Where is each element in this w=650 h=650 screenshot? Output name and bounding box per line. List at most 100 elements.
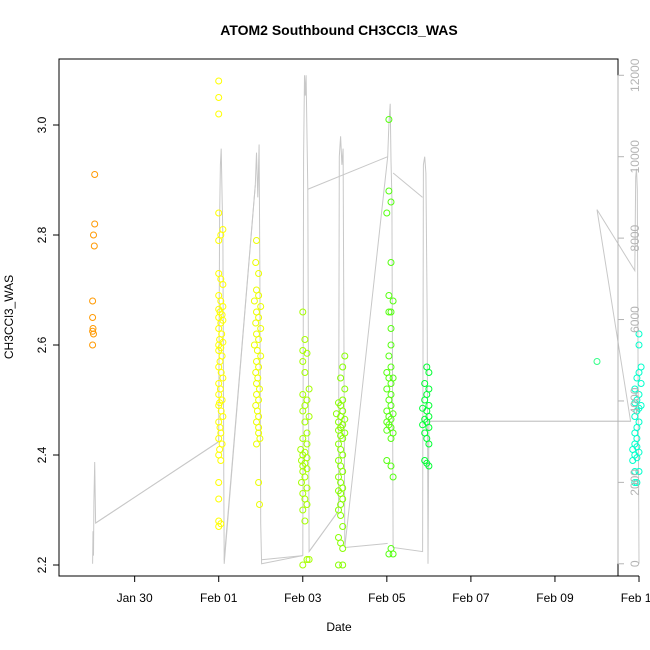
data-point (253, 347, 261, 354)
data-point (631, 479, 639, 486)
data-point (421, 396, 429, 404)
data-point (215, 495, 223, 503)
data-point (299, 391, 307, 398)
data-point (255, 479, 263, 486)
data-point (215, 209, 223, 217)
series-feb-06 (419, 363, 433, 470)
altitude-connector (223, 185, 256, 560)
data-point (215, 347, 223, 354)
data-point (425, 369, 433, 376)
data-point (631, 385, 639, 393)
data-point (637, 380, 645, 387)
series-feb-10 (593, 358, 601, 365)
data-point (255, 336, 263, 343)
data-point (387, 363, 395, 371)
data-point (253, 380, 260, 387)
data-point (337, 374, 345, 382)
data-point (387, 308, 395, 316)
data-point (631, 468, 639, 475)
data-point (90, 242, 98, 250)
data-point (299, 308, 307, 316)
data-point (299, 561, 307, 569)
data-point (387, 325, 395, 332)
data-point (593, 358, 601, 365)
data-point (635, 330, 643, 338)
data-point (339, 435, 347, 442)
series-feb-05 (383, 116, 397, 558)
data-point (299, 407, 307, 415)
data-point (389, 550, 397, 558)
data-point (425, 462, 433, 470)
data-point (215, 479, 223, 486)
x-tick-label: Feb 05 (368, 591, 406, 605)
data-point (219, 374, 227, 382)
data-point (215, 325, 223, 332)
data-point (301, 336, 309, 343)
altitude-connector (95, 441, 219, 524)
y-tick-label: 3.0 (35, 116, 49, 133)
data-point (419, 421, 427, 429)
data-point (387, 259, 395, 266)
altitude-connector (261, 555, 303, 561)
data-point (257, 352, 265, 360)
data-point (631, 413, 639, 420)
data-point (256, 435, 264, 442)
data-point (635, 341, 643, 349)
altitude-connector (344, 542, 388, 549)
x-tick-label: Feb 01 (200, 591, 238, 605)
altitude-trace (92, 75, 640, 565)
data-point (91, 171, 99, 178)
y-tick-label: 2.8 (35, 226, 49, 243)
data-point (257, 303, 265, 310)
data-point (215, 110, 223, 118)
data-point (303, 440, 311, 448)
x-tick-label: Feb 07 (452, 591, 490, 605)
data-point (250, 297, 258, 305)
data-point (425, 440, 433, 448)
x-tick-label: Feb 03 (284, 591, 322, 605)
data-point (253, 440, 260, 448)
y2-tick-label: 0 (628, 560, 642, 567)
y2-axis-altitude: 0 2000 4000 6000 8000 10000 12000 (617, 58, 642, 567)
data-point (303, 501, 311, 508)
data-point (389, 297, 397, 305)
x-axis: Jan 30 Feb 01 Feb 03 Feb 05 Feb 07 Feb 09 Feb … (117, 575, 650, 605)
data-point (299, 506, 307, 514)
data-point (389, 473, 397, 481)
y2-tick-label: 2000 (628, 469, 642, 496)
data-point (90, 330, 97, 338)
data-point (339, 561, 347, 569)
x-tick-label: Feb 11 (621, 591, 650, 605)
data-point (305, 556, 313, 563)
data-point (385, 308, 393, 316)
data-point (252, 259, 260, 266)
y2-tick-label: 8000 (628, 224, 642, 251)
data-point (303, 556, 311, 563)
data-point (387, 462, 395, 470)
altitude-connector (308, 510, 339, 552)
altitude-connector (307, 156, 388, 190)
data-point (303, 429, 311, 437)
data-point (250, 341, 258, 349)
y2-tick-label: 12000 (628, 58, 642, 92)
data-point (256, 501, 263, 508)
data-point (339, 451, 347, 459)
data-point (298, 479, 305, 486)
y2-tick-label: 4000 (628, 387, 642, 414)
data-point (255, 363, 263, 371)
series-feb-03 (297, 308, 313, 569)
data-point (385, 550, 393, 558)
data-point (253, 237, 260, 244)
data-point (215, 94, 223, 101)
data-point (89, 341, 97, 349)
y-tick-label: 2.6 (35, 336, 49, 353)
data-point (383, 457, 391, 464)
data-point (305, 385, 313, 393)
data-point (335, 561, 342, 569)
data-point (635, 468, 643, 475)
data-point (252, 319, 260, 327)
y-axis: 2.2 2.4 2.6 2.8 3.0 (35, 116, 59, 573)
data-point (421, 380, 429, 387)
data-point (385, 292, 393, 299)
